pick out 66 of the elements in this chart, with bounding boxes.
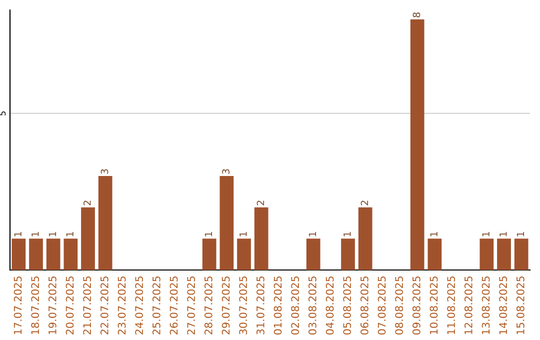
- x-tick-label: 06.08.2025: [360, 276, 368, 335]
- bar: [480, 238, 494, 270]
- data-label: 2: [360, 200, 368, 206]
- x-tick-label: 08.08.2025: [395, 276, 404, 335]
- bar: [202, 238, 216, 270]
- x-tick-label: 31.07.2025: [256, 276, 264, 334]
- x-tick-label: 27.07.2025: [187, 276, 196, 334]
- data-label: 2: [256, 200, 264, 206]
- data-label: 1: [344, 232, 351, 236]
- bar: [220, 176, 234, 270]
- data-label: 1: [240, 232, 247, 236]
- x-tick-label: 29.07.2025: [222, 276, 230, 334]
- data-label: 3: [100, 169, 108, 174]
- bar: [46, 238, 60, 270]
- x-tick-label: 15.08.2025: [516, 276, 524, 334]
- x-tick-label: 18.07.2025: [31, 276, 40, 334]
- x-tick-label: 14.08.2025: [499, 276, 508, 334]
- bar: [237, 238, 251, 270]
- x-tick-label: 23.07.2025: [118, 276, 126, 334]
- x-tick-label: 12.08.2025: [464, 276, 472, 334]
- bar: [12, 238, 26, 270]
- x-tick-label: 01.08.2025: [274, 276, 282, 335]
- bar: [64, 238, 78, 270]
- data-label: 1: [14, 232, 22, 236]
- x-tick-label: 24.07.2025: [135, 276, 144, 334]
- x-tick-label: 03.08.2025: [308, 276, 316, 335]
- x-tick-label: 11.08.2025: [447, 276, 456, 334]
- bar: [410, 19, 424, 270]
- data-label: 1: [66, 232, 74, 236]
- data-label: 1: [430, 232, 438, 236]
- data-label: 1: [48, 232, 56, 236]
- x-tick-label: 25.07.2025: [152, 276, 160, 334]
- bar: [341, 238, 355, 270]
- x-tick-label: 26.07.2025: [170, 276, 178, 334]
- data-label: 1: [308, 232, 316, 236]
- x-tick-label: 04.08.2025: [326, 276, 334, 335]
- data-label: 8: [412, 12, 420, 18]
- data-label: 1: [500, 232, 507, 236]
- bar: [428, 238, 442, 270]
- x-tick-label: 17.07.2025: [14, 276, 22, 334]
- x-tick-label: 28.07.2025: [204, 276, 212, 334]
- x-tick-label: 05.08.2025: [343, 276, 352, 335]
- x-tick-label: 20.07.2025: [66, 276, 74, 334]
- data-label: 1: [204, 232, 212, 236]
- x-tick-label: 07.08.2025: [378, 276, 386, 335]
- data-label: 2: [83, 200, 91, 206]
- x-tick-label: 10.08.2025: [430, 276, 438, 334]
- data-label: 1: [516, 232, 524, 236]
- data-label: 1: [482, 232, 490, 236]
- bar: [29, 238, 43, 270]
- bar: [497, 238, 511, 270]
- x-tick-label: 19.07.2025: [48, 276, 56, 334]
- x-tick-label: 21.07.2025: [83, 276, 92, 334]
- x-tick-label: 09.08.2025: [412, 276, 420, 335]
- bar: [254, 207, 268, 270]
- x-tick-label: 30.07.2025: [239, 276, 248, 334]
- bar: [514, 238, 528, 270]
- data-label: 1: [32, 232, 39, 236]
- bar: [358, 207, 372, 270]
- x-tick-label: 13.08.2025: [482, 276, 490, 334]
- bar: [306, 238, 320, 270]
- bar: [98, 176, 112, 270]
- bar: [81, 207, 95, 270]
- data-label: 3: [222, 169, 230, 174]
- x-tick-label: 22.07.2025: [100, 276, 108, 334]
- x-tick-label: 02.08.2025: [291, 276, 300, 335]
